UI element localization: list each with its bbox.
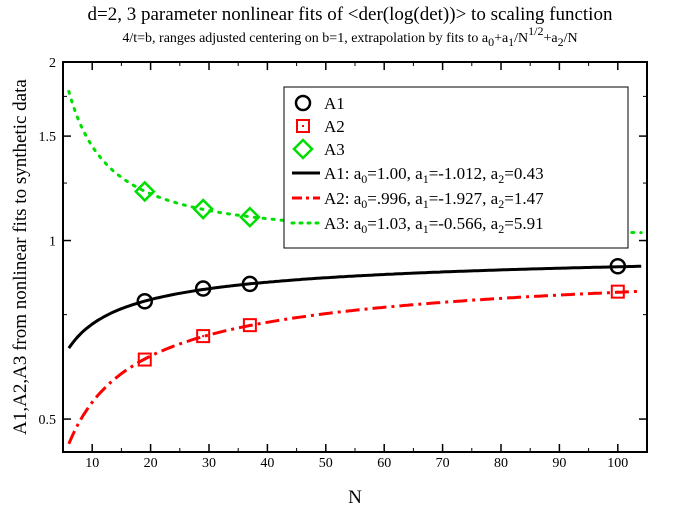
legend-fit-label-a1: A1: a0=1.00, a1=-1.012, a2=0.43 — [324, 164, 544, 186]
legend-label-a2: A2 — [324, 117, 345, 136]
y-axis-label: A1,A2,A3 from nonlinear fits to syntheti… — [10, 79, 31, 435]
x-tick-label: 30 — [202, 456, 216, 471]
data-point-a1 — [194, 280, 212, 297]
data-point-a2-center — [143, 358, 146, 361]
data-point-a1 — [609, 257, 627, 275]
x-tick-label: 90 — [552, 456, 566, 471]
data-point-a3 — [133, 180, 156, 203]
x-tick-label: 10 — [85, 456, 99, 471]
x-tick-label: 20 — [144, 456, 158, 471]
legend-label-a3: A3 — [324, 140, 345, 159]
x-axis-label: N — [348, 487, 362, 508]
data-point-a3 — [239, 206, 261, 228]
x-tick-label: 80 — [494, 456, 508, 471]
x-tick-label: 70 — [436, 456, 450, 471]
legend-marker-a1 — [294, 94, 312, 112]
legend-marker-a3 — [292, 138, 314, 160]
data-point-a1 — [241, 275, 259, 293]
data-point-a2 — [610, 284, 625, 299]
legend-fit-label-a2: A2: a0=.996, a1=-1.927, a2=1.47 — [324, 189, 544, 211]
legend-label-a1: A1 — [324, 94, 345, 113]
legend: A1 A2 A3 A1: a0=1.00, a1=-1.012, a2=0.43 A2:… — [283, 86, 629, 249]
y-tick-label: 0.5 — [39, 413, 57, 428]
data-point-a2-center — [202, 335, 205, 338]
legend-box — [283, 86, 629, 249]
x-tick-label: 40 — [260, 456, 274, 471]
fit-curve-a1 — [67, 264, 642, 349]
x-tick-label: 100 — [607, 456, 628, 471]
y-tick-label: 1 — [49, 235, 56, 250]
data-point-a2 — [137, 352, 152, 367]
data-point-a3 — [192, 198, 214, 220]
x-tick-label: 60 — [377, 456, 391, 471]
data-point-a2-center — [248, 324, 251, 327]
axis-ticks: 10 20 30 40 50 60 70 80 90 100 0.5 1 1.5 2 — [39, 56, 648, 471]
legend-marker-a2 — [296, 119, 310, 133]
data-point-a1 — [136, 293, 154, 310]
fit-curve-a2 — [67, 289, 642, 445]
legend-fit-label-a3: A3: a0=1.03, a1=-0.566, a2=5.91 — [324, 214, 544, 236]
data-point-a2-center — [616, 290, 619, 293]
y-tick-label: 2 — [49, 56, 56, 71]
data-point-a2 — [196, 329, 211, 344]
legend-marker-a2-center — [302, 125, 304, 127]
y-tick-label: 1.5 — [39, 130, 57, 145]
chart-title: d=2, 3 parameter nonlinear fits of <der(… — [88, 4, 613, 25]
data-point-a2 — [242, 318, 257, 333]
x-tick-label: 50 — [319, 456, 333, 471]
chart-subtitle: 4/t=b, ranges adjusted centering on b=1,… — [122, 24, 577, 49]
